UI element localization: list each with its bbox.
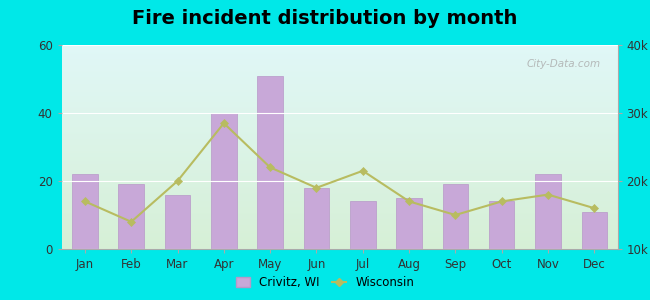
Legend: Crivitz, WI, Wisconsin: Crivitz, WI, Wisconsin [231, 272, 419, 294]
Bar [165, 195, 190, 249]
Bar [350, 201, 376, 249]
Bar [72, 174, 98, 249]
Bar [536, 174, 561, 249]
Bar [582, 212, 607, 249]
Text: City-Data.com: City-Data.com [526, 59, 601, 69]
Bar [211, 113, 237, 249]
Text: Fire incident distribution by month: Fire incident distribution by month [133, 9, 517, 28]
Bar [396, 198, 422, 249]
Bar [443, 184, 468, 249]
Bar [489, 201, 514, 249]
Bar [304, 188, 329, 249]
Bar [257, 76, 283, 249]
Bar [118, 184, 144, 249]
